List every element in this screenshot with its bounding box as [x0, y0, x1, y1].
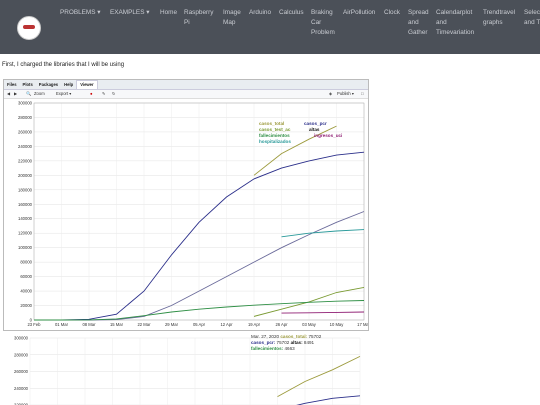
legend-entry-ingresos_uci: ingresos_uci: [314, 133, 342, 138]
nav-item-7[interactable]: Braking Car Problem: [311, 9, 335, 36]
zoom-button[interactable]: Zoom: [34, 91, 45, 96]
tab-plots[interactable]: Plots: [22, 82, 33, 87]
clear-icon[interactable]: ●: [90, 91, 93, 96]
legend-entry-casos_test_ac: casos_test_ac: [259, 127, 291, 132]
tooltip-line-3: fallecimientos: 4663: [251, 346, 295, 351]
tab-files[interactable]: Files: [7, 82, 17, 87]
nav-item-3[interactable]: Raspberry Pi: [184, 9, 214, 26]
series-line-casos_pcr: [296, 395, 361, 405]
nav-item-6[interactable]: Calculus: [279, 9, 304, 16]
legend-entry-fallecimientos: fallecimientos: [259, 133, 290, 138]
rstudio-viewer-pane: Files Plots Packages Help Viewer ◀ ▶ 🔍 Z…: [3, 79, 369, 331]
tab-viewer[interactable]: Viewer: [76, 80, 98, 89]
y-tick-label: 220000: [18, 158, 33, 163]
y-tick-label: 0: [30, 318, 33, 323]
nav-item-12[interactable]: Trendtravel graphs: [483, 9, 516, 26]
x-tick-label: 01 Mar: [55, 322, 69, 327]
tooltip-line-2: casos_pcr: 75702 altas: 8491: [251, 340, 315, 345]
x-tick-label: 08 Mar: [82, 322, 96, 327]
nav-item-2[interactable]: Home: [160, 9, 178, 16]
y-tick-label: 60000: [20, 274, 32, 279]
intro-text: First, I charged the libraries that I wi…: [2, 62, 125, 68]
nav-item-8[interactable]: AirPollution: [343, 9, 376, 16]
pane-tabs: Files Plots Packages Help Viewer: [4, 80, 368, 90]
y-tick-label: 240000: [14, 386, 29, 391]
tooltip-line-1: Mar. 27, 2020 casos_total: 75702: [251, 334, 322, 339]
pane-toolbar: ◀ ▶ 🔍 Zoom Export ▾ ● ✎ ↻ ◈ Publish ▾ □: [4, 90, 368, 99]
series-line-casos_pcr: [33, 151, 365, 321]
y-tick-label: 260000: [18, 129, 33, 134]
export-button[interactable]: Export ▾: [56, 91, 72, 96]
y-tick-label: 220000: [14, 403, 29, 405]
series-line-ingresos_uci: [281, 311, 365, 314]
legend-entry-casos_pcr: casos_pcr: [304, 121, 327, 126]
y-tick-label: 80000: [20, 260, 32, 265]
covid-line-chart-zoom[interactable]: 220000 240000 260000 280000 300000 Mar. 27, 2…: [3, 330, 367, 405]
publish-icon[interactable]: ◈: [329, 91, 333, 96]
x-tick-label: 23 Feb: [27, 322, 41, 327]
zoom-icon[interactable]: 🔍: [26, 91, 32, 96]
nav-item-4[interactable]: Image Map: [223, 9, 241, 26]
tab-packages[interactable]: Packages: [38, 82, 59, 87]
nav-item-5[interactable]: Arduino: [249, 9, 272, 16]
y-tick-label: 160000: [18, 202, 33, 207]
x-tick-label: 10 May: [330, 322, 345, 327]
series-line-fallecimientos: [34, 300, 365, 321]
y-tick-label: 120000: [18, 231, 33, 236]
y-tick-label: 260000: [14, 369, 29, 374]
y-tick-label: 240000: [18, 144, 33, 149]
nav-item-9[interactable]: Clock: [384, 9, 400, 16]
tab-help[interactable]: Help: [64, 82, 74, 87]
x-tick-label: 22 Mar: [137, 322, 151, 327]
brush-icon[interactable]: ✎: [102, 91, 106, 96]
nav-item-0[interactable]: PROBLEMS ▾: [60, 9, 101, 16]
forward-arrow-icon[interactable]: ▶: [14, 91, 18, 96]
x-tick-label: 17 May: [357, 322, 368, 327]
y-tick-label: 280000: [18, 115, 33, 120]
maximize-icon[interactable]: □: [361, 91, 364, 96]
legend-entry-hospitalizados: hospitalizados: [259, 139, 291, 144]
x-tick-label: 26 Apr: [275, 322, 288, 327]
series-line-casos_total: [277, 355, 361, 397]
x-tick-label: 12 Apr: [220, 322, 233, 327]
covid-line-chart[interactable]: 0 20000 40000 60000 80000 100000 120000 140000 1…: [4, 99, 368, 330]
series-line-casos_total: [253, 125, 337, 176]
y-tick-label: 300000: [14, 336, 29, 341]
top-navbar: PROBLEMS ▾ EXAMPLES ▾ Home Raspberry Pi Imag…: [0, 0, 540, 54]
nav-item-13[interactable]: Selec and T: [524, 9, 540, 26]
nav-item-1[interactable]: EXAMPLES ▾: [110, 9, 150, 16]
publish-button[interactable]: Publish ▾: [337, 91, 354, 96]
x-tick-label: 29 Mar: [165, 322, 179, 327]
x-tick-label: 19 Apr: [248, 322, 261, 327]
refresh-icon[interactable]: ↻: [112, 91, 116, 96]
y-tick-label: 20000: [20, 303, 32, 308]
y-tick-label: 200000: [18, 173, 33, 178]
nav-item-11[interactable]: Calendarplot and Timevariation: [436, 9, 475, 36]
y-tick-label: 140000: [18, 216, 33, 221]
logo-mark: [23, 25, 35, 29]
site-logo[interactable]: [17, 16, 41, 40]
x-tick-label: 03 May: [302, 322, 317, 327]
legend-entry-altas: altas: [309, 127, 320, 132]
x-tick-label: 15 Mar: [110, 322, 124, 327]
y-tick-label: 40000: [20, 289, 32, 294]
y-tick-label: 280000: [14, 352, 29, 357]
y-tick-label: 300000: [18, 101, 33, 106]
series-line-hospitalizados: [281, 229, 365, 238]
x-tick-label: 05 Apr: [193, 322, 206, 327]
y-tick-label: 100000: [18, 245, 33, 250]
nav-item-10[interactable]: Spread and Gather: [408, 9, 429, 36]
back-arrow-icon[interactable]: ◀: [7, 91, 11, 96]
legend-entry-casos_total: casos_total: [259, 121, 284, 126]
y-tick-label: 180000: [18, 187, 33, 192]
